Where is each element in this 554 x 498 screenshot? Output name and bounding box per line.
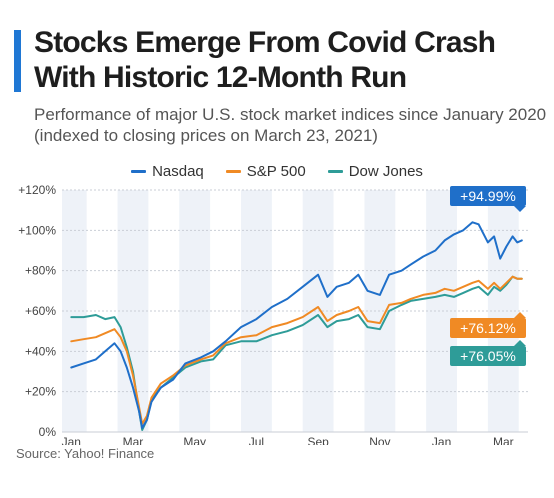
x-tick-label: Jan bbox=[62, 435, 81, 445]
chart-legend: Nasdaq S&P 500 Dow Jones bbox=[0, 161, 554, 181]
y-tick-label: +60% bbox=[25, 304, 56, 318]
chart-subtitle: Performance of major U.S. stock market i… bbox=[34, 105, 547, 145]
legend-swatch-nasdaq bbox=[131, 169, 147, 173]
legend-label-dow: Dow Jones bbox=[348, 162, 423, 180]
end-label-box bbox=[450, 346, 526, 366]
end-label-text: +76.12% bbox=[460, 320, 516, 336]
series-line-nasdaq bbox=[70, 221, 523, 429]
end-label-pointer bbox=[514, 312, 526, 318]
y-tick-label: +80% bbox=[25, 264, 56, 278]
end-label-text: +94.99% bbox=[460, 188, 516, 204]
series-line-s-p-500 bbox=[70, 275, 523, 425]
source-note: Source: Yahoo! Finance bbox=[16, 446, 155, 461]
x-tick-label: Mar bbox=[493, 435, 514, 445]
end-label-text: +76.05% bbox=[460, 348, 516, 364]
end-label-dow-jones: +76.05% bbox=[450, 340, 526, 366]
y-tick-label: +40% bbox=[25, 344, 56, 358]
chart-title: Stocks Emerge From Covid Crash With Hist… bbox=[34, 26, 496, 94]
y-tick-label: 0% bbox=[39, 425, 57, 439]
end-label-box bbox=[450, 318, 526, 338]
x-tick-label: Mar bbox=[123, 435, 144, 445]
x-tick-label: May bbox=[183, 435, 206, 445]
y-tick-label: +20% bbox=[25, 385, 56, 399]
accent-bar bbox=[14, 30, 21, 92]
legend-item-nasdaq: Nasdaq bbox=[131, 161, 204, 181]
x-tick-label: Nov bbox=[369, 435, 390, 445]
legend-swatch-dow bbox=[327, 169, 343, 173]
legend-label-nasdaq: Nasdaq bbox=[152, 162, 204, 180]
x-tick-label: Sep bbox=[307, 435, 329, 445]
legend-label-sp500: S&P 500 bbox=[246, 162, 306, 180]
y-tick-label: +120% bbox=[18, 183, 56, 197]
line-chart: 0%+20%+40%+60%+80%+100%+120%Jan'20MarMay… bbox=[18, 183, 528, 445]
y-tick-label: +100% bbox=[18, 223, 56, 237]
legend-swatch-sp500 bbox=[225, 169, 241, 173]
legend-item-sp500: S&P 500 bbox=[225, 161, 306, 181]
end-label-nasdaq: +94.99% bbox=[450, 186, 526, 212]
end-label-pointer bbox=[514, 340, 526, 346]
x-tick-label: Jan bbox=[432, 435, 451, 445]
legend-item-dow: Dow Jones bbox=[327, 161, 423, 181]
x-tick-label: Jul bbox=[249, 435, 264, 445]
end-label-pointer bbox=[514, 206, 526, 212]
end-label-box bbox=[450, 186, 526, 206]
end-label-s-p-500: +76.12% bbox=[450, 312, 526, 338]
